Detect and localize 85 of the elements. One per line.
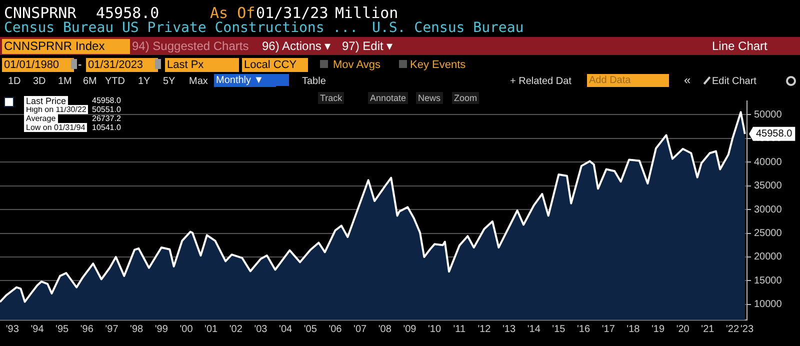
text: As Of bbox=[210, 4, 256, 22]
data-label: 45958.0 bbox=[756, 128, 793, 140]
x-tick-label: '95 bbox=[56, 324, 70, 335]
x-tick-label: '14 bbox=[527, 324, 541, 335]
text: YTD bbox=[105, 75, 125, 88]
text: Key Events bbox=[410, 58, 466, 72]
y-tick-label: 40000 bbox=[754, 156, 782, 168]
y-tick-label: 25000 bbox=[754, 228, 782, 240]
text: 97) Edit ▾ bbox=[342, 39, 393, 54]
text: Mov Avgs bbox=[333, 58, 380, 72]
text: « bbox=[684, 73, 691, 88]
annotation: Track bbox=[318, 92, 344, 104]
annotation: Zoom bbox=[452, 92, 480, 104]
x-tick-label: '94 bbox=[30, 324, 44, 335]
text: 5Y bbox=[163, 75, 176, 88]
x-tick-label: '18 bbox=[626, 324, 640, 335]
x-tick-label: '19 bbox=[652, 324, 665, 335]
text: 1D bbox=[8, 75, 21, 88]
annotation: 10541.0 bbox=[92, 123, 121, 132]
annotation: 50551.0 bbox=[92, 105, 121, 114]
x-tick-label: '93 bbox=[6, 324, 20, 335]
text: 01/01/1980 bbox=[2, 58, 74, 72]
y-tick-label: 35000 bbox=[754, 180, 782, 192]
x-tick-label: '99 bbox=[154, 324, 168, 335]
x-tick-label: '02 bbox=[229, 324, 243, 335]
text: 96) Actions ▾ bbox=[262, 39, 331, 54]
chart-subtitle: U.S. Census Bureau bbox=[372, 20, 524, 36]
text: 1M bbox=[58, 75, 72, 88]
y-tick-label: 50000 bbox=[754, 109, 782, 120]
annotation: 26737.2 bbox=[92, 114, 121, 123]
x-tick-label: '08 bbox=[378, 324, 392, 335]
x-tick-label: '17 bbox=[602, 324, 616, 335]
x-tick-label: '04 bbox=[279, 324, 293, 335]
text: 45958.0 bbox=[96, 4, 160, 22]
x-tick-label: '97 bbox=[105, 324, 119, 335]
text: + Related Dat bbox=[510, 75, 572, 88]
annotation: High on 11/30/22 bbox=[24, 105, 88, 114]
x-tick-label: '00 bbox=[180, 324, 194, 335]
text: Line Chart bbox=[712, 39, 768, 54]
x-tick-label: '06 bbox=[328, 324, 342, 335]
x-tick-label: '96 bbox=[80, 324, 94, 335]
x-tick-label: '10 bbox=[428, 324, 442, 335]
annotation: Low on 01/31/94 bbox=[24, 123, 88, 132]
x-tick-label: '21 bbox=[701, 324, 715, 335]
text: 1Y bbox=[138, 75, 150, 88]
text: Max bbox=[189, 75, 208, 88]
annotation: Average bbox=[24, 114, 58, 123]
annotation: 45958.0 bbox=[92, 96, 121, 105]
text: Million bbox=[335, 4, 398, 22]
x-tick-label: '23 bbox=[740, 324, 754, 335]
chart-title: Census Bureau US Private Constructions ... bbox=[4, 20, 358, 36]
x-tick-label: '01 bbox=[204, 324, 218, 335]
x-tick-label: '15 bbox=[552, 324, 566, 335]
text: CNNSPRNR Index bbox=[2, 39, 130, 54]
text: CNNSPRNR bbox=[4, 4, 76, 22]
legend-label: Last Price bbox=[24, 96, 68, 107]
x-tick-label: '07 bbox=[354, 324, 367, 335]
text: 01/31/23 bbox=[256, 4, 328, 22]
x-tick-label: '13 bbox=[502, 324, 516, 335]
y-tick-label: 10000 bbox=[754, 299, 782, 310]
y-tick-label: 30000 bbox=[754, 204, 782, 216]
annotation: News bbox=[416, 92, 443, 104]
x-tick-label: '22 bbox=[726, 324, 740, 335]
text: Table bbox=[302, 75, 326, 88]
text: Last Px bbox=[165, 58, 239, 72]
text: 94) Suggested Charts bbox=[132, 39, 249, 54]
text: 01/31/2023 bbox=[86, 58, 158, 72]
text: - bbox=[78, 58, 82, 72]
x-tick-label: '11 bbox=[453, 324, 466, 335]
x-tick-label: '03 bbox=[254, 324, 268, 335]
annotation: Annotate bbox=[368, 92, 408, 104]
text: Edit Chart bbox=[712, 75, 756, 88]
x-tick-label: '05 bbox=[304, 324, 318, 335]
text: 6M bbox=[83, 75, 97, 88]
x-tick-label: '12 bbox=[478, 324, 492, 335]
x-tick-label: '98 bbox=[130, 324, 144, 335]
text: Local CCY bbox=[242, 58, 308, 72]
text: 3D bbox=[33, 75, 46, 88]
x-tick-label: '16 bbox=[577, 324, 590, 335]
y-tick-label: 15000 bbox=[754, 275, 782, 286]
y-tick-label: 20000 bbox=[754, 252, 782, 263]
x-tick-label: '09 bbox=[403, 324, 417, 335]
text: Add Data bbox=[587, 74, 669, 87]
x-tick-label: '20 bbox=[676, 324, 690, 335]
text: Monthly ▼ bbox=[214, 74, 276, 87]
